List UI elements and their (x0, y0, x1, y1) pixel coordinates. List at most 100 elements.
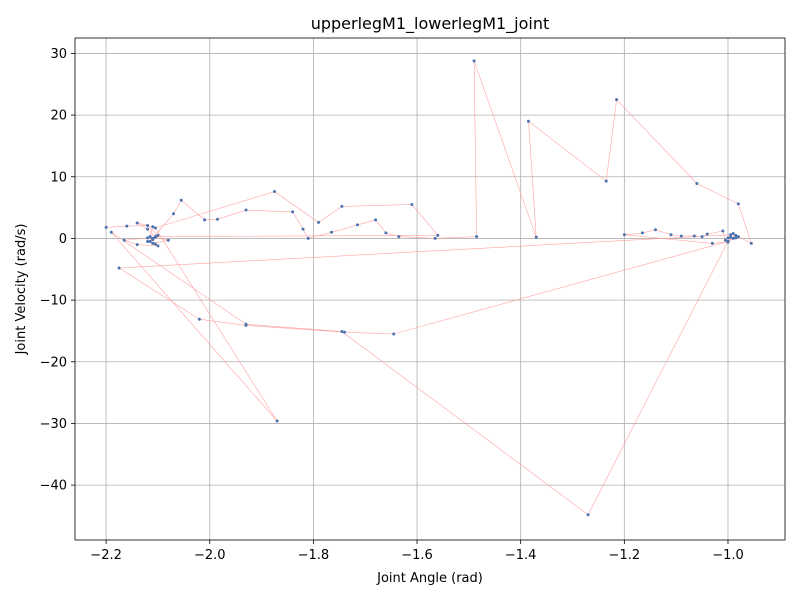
data-point (109, 230, 113, 234)
data-point (710, 241, 714, 245)
data-point (291, 210, 295, 214)
data-point (374, 218, 378, 222)
data-point (695, 182, 699, 186)
y-tick-label: 20 (50, 109, 67, 124)
axis-ticks: −2.2 −2.0 −1.8 −1.6 −1.4 −1.2 −1.0 30 20 10 0 −10 −2… (40, 47, 744, 563)
data-point (317, 220, 321, 224)
data-point (151, 236, 155, 240)
data-point (433, 236, 437, 240)
data-point (534, 235, 538, 239)
data-point (436, 233, 440, 237)
data-point (148, 235, 152, 239)
data-point (203, 218, 207, 222)
x-tick-label: −2.2 (90, 548, 122, 563)
plot-frame (74, 37, 786, 541)
x-tick-label: −1.4 (505, 548, 537, 563)
data-point (734, 233, 738, 237)
y-tick-label: 10 (50, 170, 67, 185)
x-tick-label: −1.8 (298, 548, 330, 563)
y-tick-label: −30 (40, 417, 67, 432)
data-point (622, 233, 626, 237)
data-point (734, 236, 738, 240)
data-point (125, 224, 129, 228)
data-point (244, 208, 248, 212)
data-point (729, 235, 733, 239)
data-point (615, 98, 619, 102)
y-tick-label: −40 (40, 479, 67, 494)
data-point (146, 227, 150, 231)
data-point (726, 240, 730, 244)
data-point (156, 233, 160, 237)
data-point (151, 225, 155, 229)
data-point (729, 233, 733, 237)
data-point (275, 419, 279, 423)
data-point (692, 234, 696, 238)
data-point (749, 241, 753, 245)
trajectory-line (106, 60, 752, 516)
data-point (736, 202, 740, 206)
data-point (156, 244, 160, 248)
y-tick-label: −10 (40, 294, 67, 309)
data-point (721, 229, 725, 233)
data-point (586, 513, 590, 517)
data-point (179, 198, 183, 202)
x-tick-label: −1.0 (712, 548, 744, 563)
data-point (146, 240, 150, 244)
data-point (604, 179, 608, 183)
y-tick-label: 30 (50, 47, 67, 62)
data-point (669, 233, 673, 237)
x-tick-label: −2.0 (194, 548, 226, 563)
data-point (153, 242, 157, 246)
data-point (104, 225, 108, 229)
data-point (166, 238, 170, 242)
data-point (153, 235, 157, 239)
data-point (472, 59, 476, 63)
data-point (146, 236, 150, 240)
data-point (723, 238, 727, 242)
data-point (197, 317, 201, 321)
data-point (153, 226, 157, 230)
y-tick-label: −20 (40, 355, 67, 370)
data-point (392, 332, 396, 336)
data-point (330, 230, 334, 234)
data-point (146, 223, 150, 227)
x-tick-label: −1.6 (401, 548, 433, 563)
data-point (475, 235, 479, 239)
data-point (731, 231, 735, 235)
data-point (306, 236, 310, 240)
data-points (104, 59, 753, 517)
data-point (117, 266, 121, 270)
y-axis-label: Joint Velocity (rad/s) (14, 224, 29, 356)
data-point (640, 231, 644, 235)
data-point (135, 243, 139, 247)
trajectory-lines (106, 60, 752, 516)
data-point (705, 232, 709, 236)
data-point (700, 235, 704, 239)
data-point (526, 119, 530, 123)
data-point (301, 227, 305, 231)
data-point (340, 330, 344, 334)
data-point (397, 235, 401, 239)
data-point (151, 241, 155, 245)
data-point (726, 236, 730, 240)
data-point (736, 235, 740, 239)
data-point (122, 238, 126, 242)
data-point (384, 231, 388, 235)
data-point (679, 234, 683, 238)
x-axis-label: Joint Angle (rad) (376, 571, 483, 586)
data-point (731, 236, 735, 240)
data-point (171, 212, 175, 216)
grid (75, 38, 785, 540)
data-point (216, 217, 220, 221)
data-point (342, 330, 346, 334)
data-point (653, 228, 657, 232)
data-point (148, 240, 152, 244)
data-point (355, 223, 359, 227)
data-point (135, 221, 139, 225)
data-point (244, 322, 248, 326)
data-point (273, 190, 277, 194)
data-point (340, 204, 344, 208)
data-point (410, 203, 414, 207)
chart-title: upperlegM1_lowerlegM1_joint (311, 14, 550, 34)
